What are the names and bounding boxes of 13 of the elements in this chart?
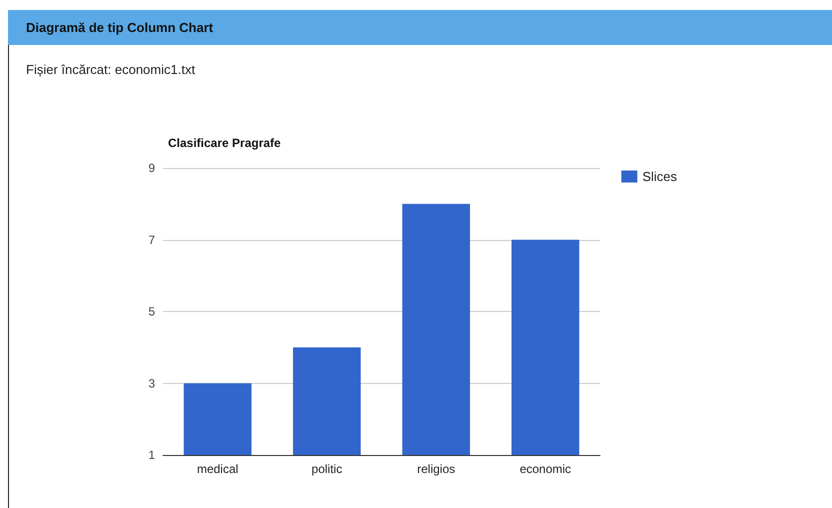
x-tick-label: economic	[520, 462, 572, 476]
y-tick-label: 7	[148, 232, 156, 247]
y-tick-label: 3	[148, 376, 156, 390]
y-tick-label: 5	[148, 304, 156, 318]
chart-title: Clasificare Pragrafe	[168, 136, 282, 150]
x-tick-label: politic	[312, 462, 342, 476]
legend-label: Slices	[642, 169, 678, 184]
text: Diagramă de tip Column Chart	[26, 20, 214, 35]
y-tick-label: 1	[148, 448, 156, 462]
x-tick-label: religios	[417, 462, 456, 476]
text: Fișier încărcat: economic1.txt	[26, 62, 196, 77]
x-tick-label: medical	[196, 462, 238, 476]
y-tick-label: 9	[148, 161, 156, 175]
